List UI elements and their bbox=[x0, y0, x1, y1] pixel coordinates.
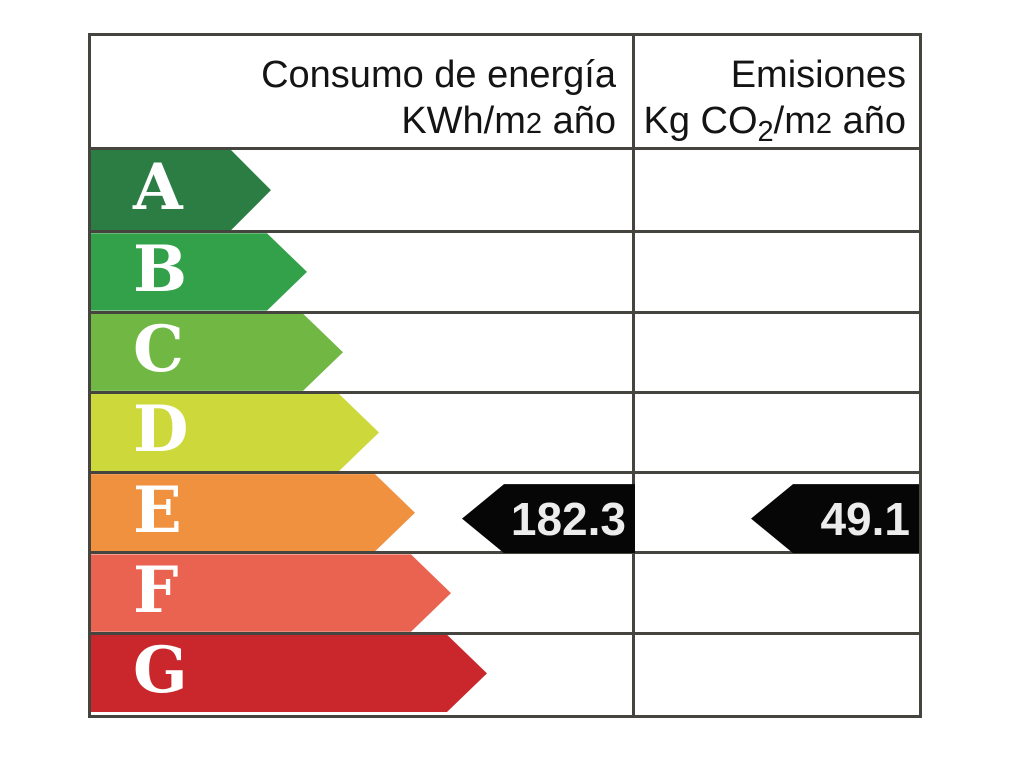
consumo-column-header: Consumo de energía KWh/m2 año bbox=[91, 36, 632, 147]
band-letter-c: C bbox=[133, 312, 184, 388]
band-arrow-b: B bbox=[91, 233, 307, 310]
rating-row-b: B bbox=[91, 230, 919, 310]
band-letter-e: E bbox=[133, 472, 182, 548]
rating-row-f: F bbox=[91, 551, 919, 631]
band-letter-a: A bbox=[133, 150, 183, 226]
rating-table: Consumo de energía KWh/m2 año Emisiones … bbox=[88, 33, 922, 718]
band-letter-d: D bbox=[133, 392, 189, 468]
band-letter-f: F bbox=[133, 553, 179, 629]
rating-row-d: D bbox=[91, 390, 919, 471]
emisiones-column-header: Emisiones Kg CO2/m2 año bbox=[632, 36, 919, 148]
emisiones-value: 49.1 bbox=[820, 492, 910, 545]
band-letter-g: G bbox=[133, 633, 188, 709]
co2-subscript: 2 bbox=[757, 116, 774, 148]
band-arrow-c: C bbox=[91, 314, 343, 391]
band-arrow-d: D bbox=[91, 394, 379, 471]
table-header: Consumo de energía KWh/m2 año Emisiones … bbox=[91, 36, 919, 150]
consumo-unit-exponent: 2 bbox=[525, 108, 543, 140]
rating-row-a: A bbox=[91, 150, 919, 230]
emisiones-header-line2: Kg CO2/m2 año bbox=[643, 100, 906, 148]
band-arrow-a: A bbox=[91, 150, 271, 230]
rating-row-e: E 182.3 49.1 bbox=[91, 471, 919, 554]
column-divider bbox=[632, 36, 635, 715]
rating-rows: A B C D E bbox=[91, 150, 919, 712]
consumo-header-line2: KWh/m2 año bbox=[401, 100, 616, 142]
band-arrow-f: F bbox=[91, 554, 451, 631]
consumo-value: 182.3 bbox=[510, 492, 626, 545]
consumo-value-marker: 182.3 bbox=[462, 484, 635, 554]
band-arrow-g: G bbox=[91, 635, 487, 712]
band-arrow-e: E bbox=[91, 474, 415, 551]
emisiones-unit-exponent: 2 bbox=[815, 108, 833, 140]
band-letter-b: B bbox=[133, 231, 188, 307]
emisiones-header-line1: Emisiones bbox=[730, 54, 906, 96]
rating-row-c: C bbox=[91, 310, 919, 391]
rating-row-g: G bbox=[91, 631, 919, 712]
consumo-header-line1: Consumo de energía bbox=[261, 54, 616, 96]
emisiones-value-marker: 49.1 bbox=[751, 484, 919, 554]
